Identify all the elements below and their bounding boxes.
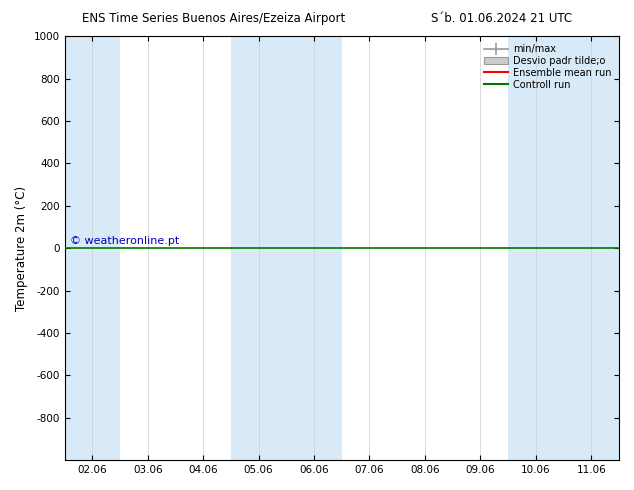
Bar <box>231 36 342 460</box>
Bar <box>65 36 120 460</box>
Text: © weatheronline.pt: © weatheronline.pt <box>70 236 179 246</box>
Bar <box>508 36 619 460</box>
Text: ENS Time Series Buenos Aires/Ezeiza Airport: ENS Time Series Buenos Aires/Ezeiza Airp… <box>82 12 346 25</box>
Legend: min/max, Desvio padr tilde;o, Ensemble mean run, Controll run: min/max, Desvio padr tilde;o, Ensemble m… <box>481 41 614 93</box>
Text: S´b. 01.06.2024 21 UTC: S´b. 01.06.2024 21 UTC <box>431 12 573 25</box>
Y-axis label: Temperature 2m (°C): Temperature 2m (°C) <box>15 186 28 311</box>
